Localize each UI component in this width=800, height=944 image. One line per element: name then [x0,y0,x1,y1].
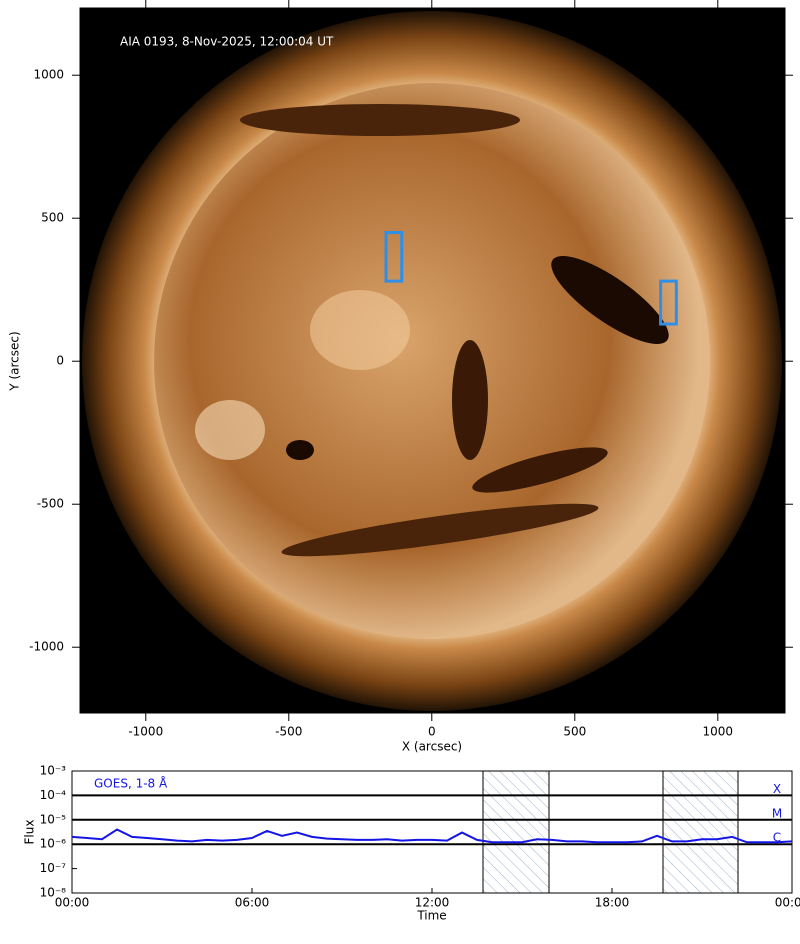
x-tick-label: 18:00 [595,896,630,910]
y-tick-label: 10⁻⁷ [40,861,67,875]
region-box [659,279,678,326]
y-tick-label: 1000 [33,68,64,82]
y-tick-label: 10⁻⁵ [40,812,67,826]
x-tick-label: 00:00 [775,896,800,910]
shaded-interval [662,770,739,894]
goes-y-label: Flux [23,820,37,845]
image-frame [79,7,786,714]
y-tick-label: 0 [56,354,64,368]
level-label: C [773,831,781,845]
sun-image [80,8,785,713]
x-tick-label: 0 [428,725,436,739]
x-axis-label: X (arcsec) [402,740,462,754]
flux-line [71,828,793,844]
level-label: M [772,806,782,820]
y-tick-label: 10⁻⁴ [40,788,67,802]
y-tick-label: 10⁻³ [40,764,67,778]
legend-entry: GOES, 1-8 Å [94,776,168,791]
x-tick-label: -500 [275,725,302,739]
x-tick-label: 500 [563,725,586,739]
x-tick-label: 06:00 [235,896,270,910]
x-tick-label: -1000 [128,725,163,739]
region-box [384,231,404,283]
y-tick-label: 10⁻⁸ [40,886,67,900]
x-tick-label: 1000 [703,725,734,739]
y-tick-label: -1000 [29,640,64,654]
shaded-interval [482,770,550,894]
y-axis-label: Y (arcsec) [8,331,22,391]
level-label: X [773,782,781,796]
image-title: AIA 0193, 8-Nov-2025, 12:00:04 UT [120,35,334,49]
y-tick-label: 10⁻⁶ [40,837,67,851]
x-tick-label: 12:00 [415,896,450,910]
goes-x-label: Time [416,909,446,923]
x-tick-label: 00:00 [55,896,90,910]
y-tick-label: 500 [41,211,64,225]
y-tick-label: -500 [37,497,64,511]
